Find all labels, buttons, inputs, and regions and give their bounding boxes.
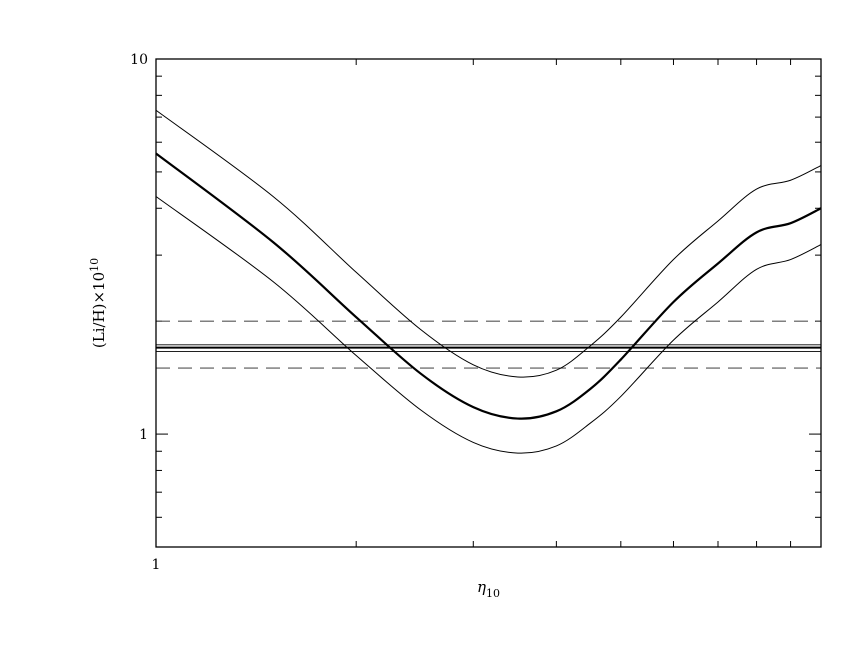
x-axis-label: η10 [477,578,500,600]
y-axis-label-superscript: 10 [88,258,101,272]
bound-curve [155,196,822,454]
x-axis-label-symbol: η [477,578,486,596]
central-curve [155,152,822,420]
x-tick-label: 1 [152,557,161,573]
x-axis-label-subscript: 10 [486,587,500,600]
y-axis-label-text: (Li/H)×10 [90,272,108,348]
y-axis-label: (Li/H)×1010 [88,258,108,348]
y-tick-label: 1 [139,427,148,443]
plot-frame [155,58,822,548]
bound-curve [155,109,822,378]
y-tick-label: 10 [130,52,148,68]
axis-ticks [156,58,821,547]
reference-lines [156,320,821,369]
data-curves [155,109,822,454]
tick-labels: 1 1 10 [130,52,160,573]
